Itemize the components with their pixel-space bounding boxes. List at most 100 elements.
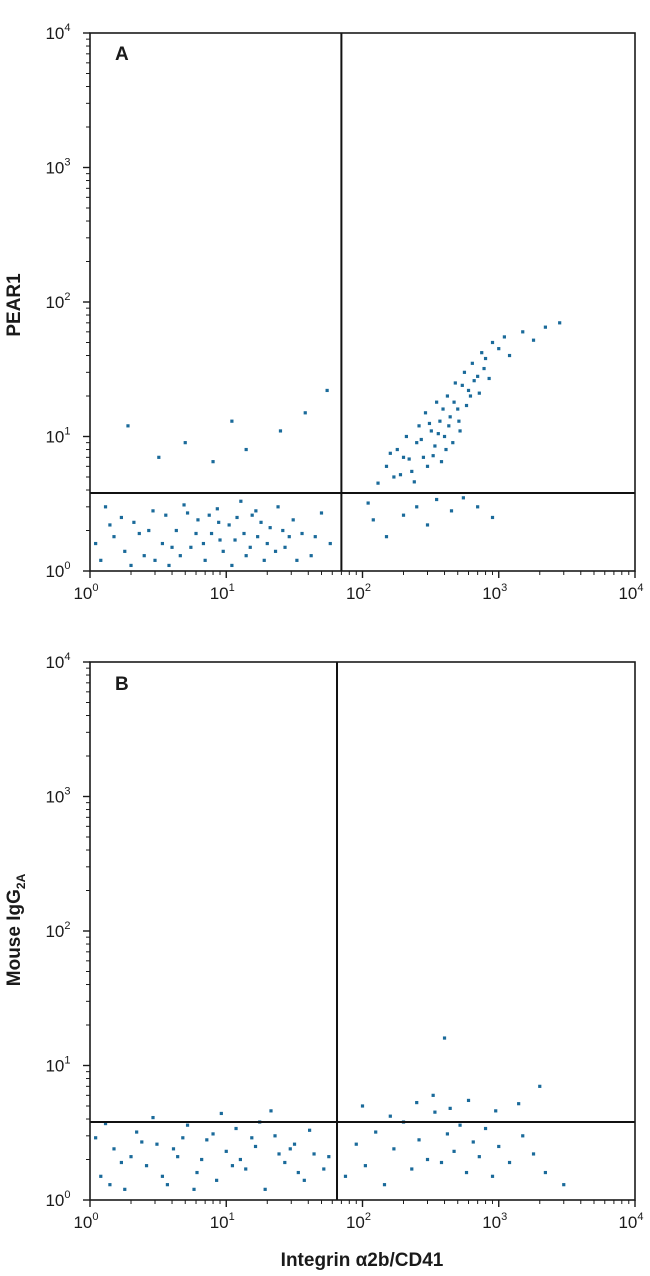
- panel-a-event-point: [398, 473, 403, 477]
- panel-a-event-point: [401, 513, 406, 517]
- panel-b-event-point: [211, 1132, 215, 1136]
- panel-b-event-point: [108, 1183, 112, 1187]
- panel-a-event-point: [466, 388, 471, 393]
- panel-b-event-point: [417, 1138, 421, 1142]
- panel-a-event-point: [160, 541, 165, 546]
- panel-a-event-point: [235, 515, 239, 520]
- panel-b-event-point: [517, 1102, 521, 1106]
- panel-a-event-point: [401, 455, 406, 459]
- panel-b-event-point: [562, 1183, 566, 1187]
- panel-a-event-point: [445, 394, 450, 398]
- panel-b-event-point: [415, 1100, 419, 1105]
- panel-b-event-point: [312, 1152, 316, 1156]
- panel-b-letter: B: [115, 674, 129, 695]
- panel-a-event-point: [441, 407, 445, 411]
- panel-a-event-point: [507, 353, 512, 358]
- panel-b-event-point: [458, 1123, 462, 1127]
- panel-a-event-point: [431, 454, 435, 458]
- panel-a-event-point: [230, 563, 234, 568]
- panel-b-event-point: [165, 1183, 170, 1187]
- panel-b-event-point: [273, 1134, 277, 1138]
- panel-a-event-point: [194, 531, 198, 536]
- panel-a-event-point: [233, 538, 237, 542]
- panel-b-event-point: [521, 1134, 525, 1138]
- panel-a-event-point: [439, 460, 444, 464]
- panel-b-event-point: [374, 1130, 378, 1134]
- panel-b-event-point: [433, 1110, 437, 1114]
- panel-a-event-point: [239, 499, 243, 503]
- panel-a-event-point: [502, 335, 506, 339]
- panel-a-event-point: [482, 366, 486, 371]
- panel-a-event-point: [291, 518, 295, 522]
- panel-b-event-point: [343, 1174, 348, 1178]
- panel-a-event-point: [227, 523, 231, 527]
- panel-a-event-point: [483, 356, 488, 361]
- panel-a-event-point: [325, 388, 329, 393]
- panel-a-event-point: [309, 554, 313, 558]
- x-axis-title: Integrin α2b/CD41: [281, 1250, 444, 1271]
- panel-a-event-point: [244, 554, 248, 558]
- panel-a-event-point: [384, 535, 389, 539]
- panel-a-event-point: [273, 549, 278, 553]
- panel-a-event-point: [429, 429, 433, 433]
- panel-b-ticks: 100 101 102 103 104 100 101 102 103 104: [45, 651, 643, 1232]
- panel-a-frame: [89, 32, 636, 572]
- panel-a-event-point: [207, 513, 211, 517]
- panel-b-event-point: [215, 1178, 219, 1182]
- panel-a-y-tick-label: 101: [45, 426, 70, 447]
- panel-b-y-axis-title: Mouse IgG2A: [4, 873, 28, 986]
- panel-a-event-point: [464, 403, 469, 408]
- panel-a-event-point: [268, 526, 272, 530]
- panel-b-y-tick-label: 102: [45, 920, 70, 941]
- panel-a-event-point: [435, 400, 439, 404]
- panel-a-event-point: [153, 558, 157, 562]
- panel-a-event-point: [164, 513, 168, 517]
- panel-b-event-point: [151, 1115, 155, 1120]
- panel-a-event-point: [328, 541, 332, 546]
- panel-a-event-point: [410, 469, 414, 474]
- panel-a-event-point: [543, 325, 548, 329]
- panel-a-event-point: [425, 523, 430, 527]
- panel-a-event-point: [451, 441, 455, 445]
- panel-b-event-point: [466, 1098, 471, 1103]
- panel-a-event-point: [185, 511, 190, 515]
- panel-a-event-point: [182, 503, 186, 507]
- panel-b-event-point: [327, 1155, 331, 1159]
- panel-a-event-point: [174, 528, 178, 533]
- panel-a-event-point: [436, 432, 440, 436]
- panel-a-event-point: [295, 558, 299, 562]
- panel-b-event-point: [263, 1187, 267, 1191]
- panel-a-event-point: [531, 338, 536, 342]
- panel-a-event-point: [201, 541, 206, 546]
- panel-a-y-tick-label: 103: [45, 157, 70, 178]
- panel-a-event-point: [151, 509, 155, 513]
- panel-b-plot: B Mouse IgG2A 100 101 102 103 10410010110210…: [4, 651, 644, 1232]
- panel-a-event-point: [468, 394, 473, 398]
- panel-a-event-point: [448, 415, 452, 419]
- panel-a-y-tick-label: 102: [45, 291, 70, 312]
- panel-a-event-point: [170, 545, 174, 549]
- panel-a-event-point: [419, 437, 423, 442]
- panel-b-event-point: [140, 1140, 144, 1144]
- panel-b-event-point: [382, 1183, 387, 1187]
- panel-a-event-point: [487, 376, 491, 381]
- panel-b-event-point: [171, 1147, 176, 1151]
- panel-a-event-point: [129, 563, 133, 568]
- panel-b-event-point: [119, 1160, 123, 1165]
- panel-b-event-point: [123, 1187, 127, 1191]
- panel-a-event-point: [497, 347, 501, 351]
- panel-a-event-point: [384, 464, 389, 468]
- panel-a-event-point: [415, 505, 419, 509]
- panel-a-event-point: [425, 464, 430, 468]
- panel-b-event-point: [238, 1157, 242, 1162]
- panel-a-event-point: [476, 374, 480, 378]
- panel-a-event-point: [395, 447, 399, 452]
- panel-b-y-tick-label: 103: [45, 786, 70, 807]
- panel-b-event-point: [392, 1147, 396, 1151]
- panel-b-y-axis-title-main: Mouse IgG: [4, 889, 25, 986]
- panel-b-event-point: [230, 1164, 235, 1168]
- panel-a-quadrant-gate: [90, 33, 635, 571]
- panel-a-event-point: [211, 460, 215, 464]
- panel-b-x-tick-label: 103: [482, 1211, 507, 1232]
- panel-b-event-point: [181, 1136, 185, 1140]
